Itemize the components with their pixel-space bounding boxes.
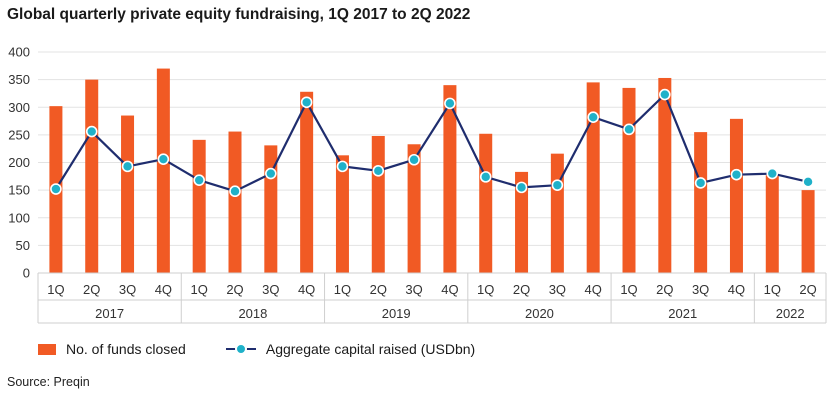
x-tick-label: 2Q — [226, 282, 243, 297]
year-label: 2019 — [382, 306, 411, 321]
y-tick-label: 200 — [8, 155, 30, 170]
bar — [335, 155, 349, 273]
line-point — [50, 183, 62, 195]
line-point — [336, 160, 349, 173]
x-tick-label: 3Q — [549, 282, 566, 297]
bar — [192, 139, 206, 273]
y-tick-label: 0 — [23, 266, 30, 281]
gridlines — [38, 51, 826, 246]
x-tick-label: 4Q — [728, 282, 745, 297]
line-point — [85, 125, 98, 138]
x-tick-label: 2Q — [370, 282, 387, 297]
line-point — [193, 174, 205, 186]
legend-label-line: Aggregate capital raised (USDbn) — [265, 341, 476, 357]
bar — [765, 175, 779, 273]
bar — [300, 91, 314, 273]
legend-label-bars: No. of funds closed — [66, 341, 186, 357]
legend: No. of funds closed Aggregate capital ra… — [38, 341, 515, 357]
x-tick-label: 1Q — [477, 282, 494, 297]
line-point — [121, 160, 134, 173]
x-tick-label: 4Q — [585, 282, 602, 297]
x-tick-label: 3Q — [119, 282, 136, 297]
bar — [729, 118, 743, 273]
x-tick-label: 4Q — [441, 282, 458, 297]
bar — [694, 132, 708, 273]
x-tick-label: 3Q — [262, 282, 279, 297]
line-point — [444, 97, 456, 110]
bar — [550, 153, 564, 273]
line-point — [587, 111, 599, 123]
y-tick-label: 400 — [8, 45, 30, 60]
x-tick-label: 2Q — [656, 282, 673, 297]
source-note: Source: Preqin — [7, 375, 90, 389]
line-point — [229, 185, 241, 198]
line-point — [730, 168, 743, 181]
x-tick-label: 2Q — [799, 282, 816, 297]
y-tick-label: 300 — [8, 100, 30, 115]
x-tick-label: 1Q — [620, 282, 637, 297]
chart-title: Global quarterly private equity fundrais… — [7, 6, 471, 23]
year-label: 2017 — [95, 306, 124, 321]
line-point — [408, 153, 420, 166]
bar — [801, 190, 815, 273]
bar — [228, 131, 242, 273]
bar — [515, 171, 529, 273]
line-point — [694, 177, 707, 189]
line-point — [479, 171, 492, 183]
bar — [479, 133, 493, 273]
bar — [586, 82, 600, 273]
line-point — [551, 179, 564, 191]
x-tick-label: 2Q — [83, 282, 100, 297]
line-point — [659, 88, 671, 101]
line-point — [802, 176, 814, 188]
year-label: 2018 — [238, 306, 267, 321]
y-tick-label: 100 — [8, 210, 30, 225]
x-tick-label: 1Q — [764, 282, 781, 297]
year-label: 2022 — [776, 306, 805, 321]
bar — [443, 85, 457, 274]
line-point — [766, 167, 779, 180]
capital-line — [54, 93, 809, 193]
line-point — [300, 96, 313, 109]
bar — [407, 144, 421, 273]
bar-series — [49, 68, 815, 274]
line-point — [157, 153, 170, 165]
chart-canvas: 0 50 100 150 200 250 300 350 400 1Q 2Q 3Q 4Q 1Q 2Q 3Q 4… — [8, 45, 827, 324]
x-tick-label: 1Q — [191, 282, 208, 297]
bar — [622, 87, 636, 273]
x-tick-label: 3Q — [405, 282, 422, 297]
bar — [371, 135, 385, 273]
legend-item-line: Aggregate capital raised (USDbn) — [225, 341, 476, 357]
x-tick-label: 3Q — [692, 282, 709, 297]
y-tick-label: 350 — [8, 72, 30, 87]
bar — [156, 68, 170, 273]
line-series — [50, 88, 814, 198]
x-tick-label: 2Q — [513, 282, 530, 297]
x-tick-label: 1Q — [47, 282, 64, 297]
line-point — [372, 164, 385, 177]
x-tick-label: 4Q — [298, 282, 315, 297]
y-tick-label: 50 — [16, 238, 30, 253]
year-label: 2020 — [525, 306, 554, 321]
y-axis-ticks: 0 50 100 150 200 250 300 350 400 — [8, 45, 30, 281]
bar — [658, 77, 672, 273]
bar — [121, 115, 135, 273]
y-tick-label: 150 — [8, 183, 30, 198]
x-axis: 1Q 2Q 3Q 4Q 1Q 2Q 3Q 4Q 1Q 2Q 3Q 4Q 1Q 2Q 3Q 4Q 1Q 2Q 3Q 4Q… — [37, 272, 827, 324]
line-point — [515, 181, 528, 194]
y-tick-label: 250 — [8, 127, 30, 142]
x-tick-label: 4Q — [155, 282, 172, 297]
legend-bar-swatch — [38, 343, 56, 355]
year-label: 2021 — [668, 306, 697, 321]
legend-line-swatch — [225, 343, 256, 355]
line-point — [623, 123, 635, 136]
bar — [85, 79, 99, 273]
legend-item-bars: No. of funds closed — [38, 341, 186, 357]
x-tick-label: 1Q — [334, 282, 351, 297]
line-point — [265, 167, 277, 180]
